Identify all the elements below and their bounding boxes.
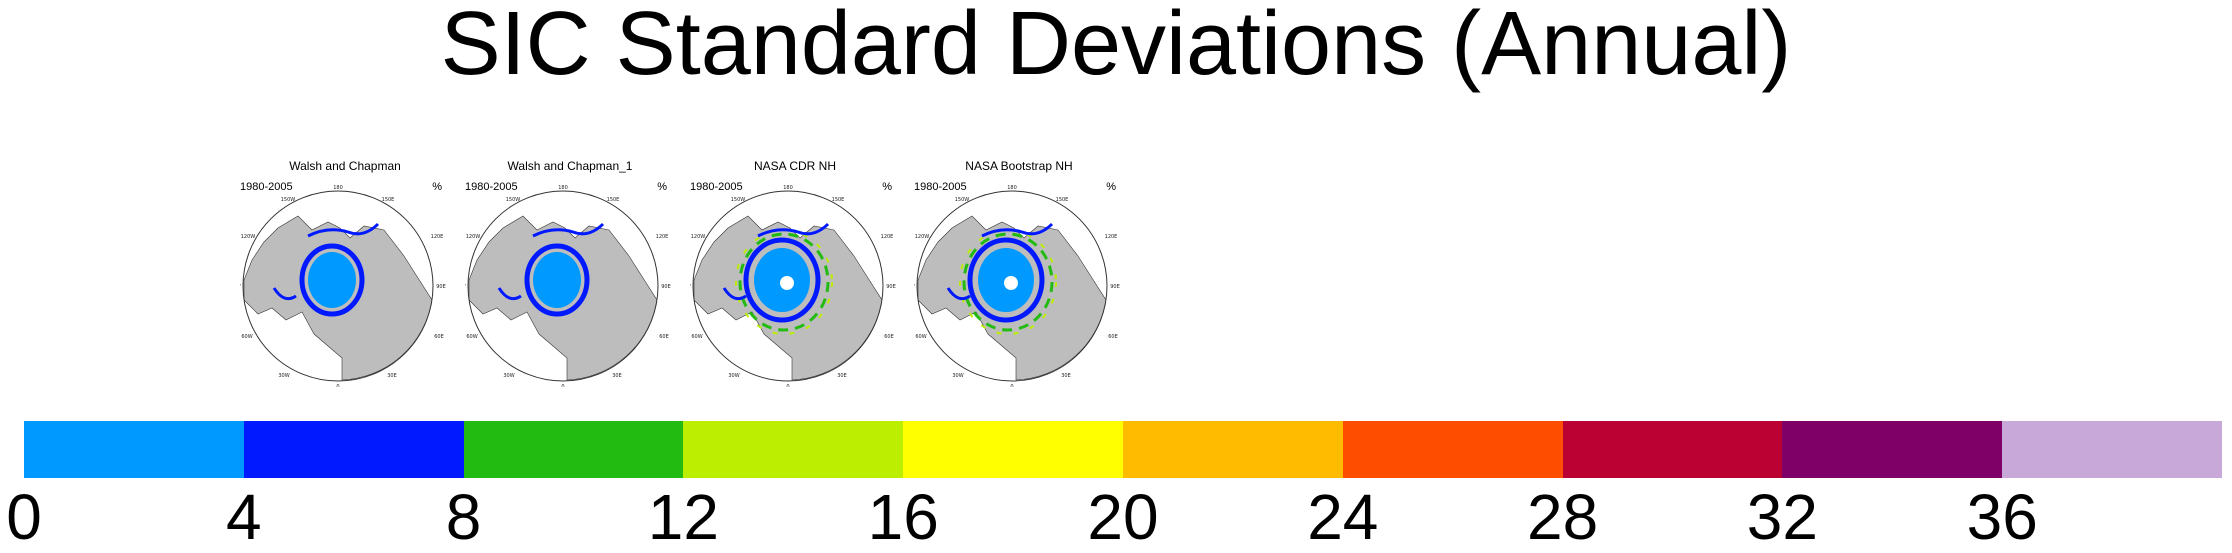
polar-map: 180 150W 150E 120W 120E 90W 90E 60W 60E 30W 30E 0 bbox=[914, 185, 1120, 387]
longitude-label: 0 bbox=[561, 384, 564, 387]
map-panel: NASA Bootstrap NH 1980-2005% 180 150W 150E 12… bbox=[914, 155, 1124, 387]
polar-map: 180 150W 150E 120W 120E 90W 90E 60W 60E 30W 30E 0 bbox=[465, 185, 671, 387]
colorbar-box bbox=[1123, 421, 1344, 478]
longitude-label: 120E bbox=[881, 234, 894, 240]
panel-title: NASA CDR NH bbox=[753, 159, 836, 173]
panel-units: % bbox=[657, 181, 667, 193]
colorbar-tick-label: 0 bbox=[6, 481, 42, 553]
colorbar-box bbox=[463, 421, 684, 478]
longitude-label: 120W bbox=[241, 234, 256, 240]
colorbar-tick-label: 12 bbox=[647, 481, 719, 553]
colorbar-tick-label: 36 bbox=[1966, 481, 2038, 553]
longitude-label: 60E bbox=[1108, 334, 1118, 340]
colorbar-tick-label: 4 bbox=[226, 481, 262, 553]
longitude-label: 30W bbox=[952, 373, 963, 379]
longitude-label: 180 bbox=[1007, 185, 1017, 191]
longitude-label: 60E bbox=[659, 334, 669, 340]
longitude-label: 90W bbox=[914, 284, 915, 290]
panel-period: 1980-2005 bbox=[240, 181, 293, 193]
colorbar-box bbox=[243, 421, 465, 478]
longitude-label: 150W bbox=[731, 197, 746, 203]
longitude-label: 180 bbox=[333, 185, 343, 191]
colorbar-tick-label: 32 bbox=[1746, 481, 1818, 553]
longitude-label: 120W bbox=[915, 234, 930, 240]
longitude-label: 30E bbox=[1061, 373, 1071, 379]
longitude-label: 90W bbox=[690, 284, 691, 290]
longitude-label: 150E bbox=[382, 197, 395, 203]
map-panel: Walsh and Chapman_1 1980-2005% 180 150W 150E… bbox=[465, 155, 675, 387]
panel-period: 1980-2005 bbox=[914, 181, 967, 193]
colorbar-tick-label: 20 bbox=[1087, 481, 1159, 553]
panel-title: Walsh and Chapman bbox=[289, 159, 401, 173]
longitude-label: 90W bbox=[240, 284, 241, 290]
map-panel: NASA CDR NH 1980-2005% 180 150W 150E 120W 120E… bbox=[690, 155, 900, 387]
panel-units: % bbox=[882, 181, 892, 193]
longitude-label: 60W bbox=[466, 334, 477, 340]
longitude-label: 120E bbox=[1105, 234, 1118, 240]
sic-field bbox=[722, 222, 833, 335]
longitude-label: 30W bbox=[503, 373, 514, 379]
colorbar-tick-labels: 0 4 8 12 16 20 24 28 32 36 bbox=[0, 482, 2232, 552]
longitude-label: 60E bbox=[434, 334, 444, 340]
panel-units: % bbox=[1106, 181, 1116, 193]
longitude-label: 150W bbox=[955, 197, 970, 203]
map-panel: Walsh and Chapman 1980-2005% 180 150W 150E 12… bbox=[240, 155, 450, 387]
longitude-label: 150W bbox=[281, 197, 296, 203]
colorbar bbox=[24, 421, 2223, 478]
longitude-label: 30E bbox=[612, 373, 622, 379]
longitude-label: 90E bbox=[436, 284, 446, 290]
colorbar-box bbox=[24, 421, 245, 478]
colorbar-box bbox=[683, 421, 904, 478]
colorbar-box bbox=[903, 421, 1124, 478]
polar-map: 180 150W 150E 120W 120E 90W 90E 60W 60E 30W 30E 0 bbox=[240, 185, 446, 387]
longitude-label: 90E bbox=[661, 284, 671, 290]
colorbar-tick-label: 24 bbox=[1307, 481, 1379, 553]
sic-field bbox=[272, 222, 380, 317]
longitude-label: 0 bbox=[786, 384, 789, 387]
longitude-label: 60W bbox=[241, 334, 252, 340]
panel-units: % bbox=[432, 181, 442, 193]
longitude-label: 120E bbox=[431, 234, 444, 240]
panel-period: 1980-2005 bbox=[465, 181, 518, 193]
polar-map: 180 150W 150E 120W 120E 90W 90E 60W 60E 30W 30E 0 bbox=[690, 185, 896, 387]
longitude-label: 30W bbox=[728, 373, 739, 379]
longitude-label: 120W bbox=[691, 234, 706, 240]
longitude-label: 30E bbox=[387, 373, 397, 379]
longitude-label: 180 bbox=[558, 185, 568, 191]
sic-field bbox=[497, 222, 605, 317]
longitude-label: 0 bbox=[1010, 384, 1013, 387]
longitude-label: 90E bbox=[886, 284, 896, 290]
longitude-label: 90W bbox=[465, 284, 466, 290]
longitude-label: 120E bbox=[656, 234, 669, 240]
colorbar-box bbox=[1562, 421, 1783, 478]
longitude-label: 120W bbox=[466, 234, 481, 240]
colorbar-tick-label: 8 bbox=[445, 481, 482, 553]
panel-period: 1980-2005 bbox=[690, 181, 743, 193]
longitude-label: 150E bbox=[1056, 197, 1069, 203]
longitude-label: 60W bbox=[915, 334, 926, 340]
colorbar-tick-label: 28 bbox=[1527, 481, 1599, 553]
colorbar-box bbox=[1342, 421, 1564, 478]
longitude-label: 0 bbox=[336, 384, 339, 387]
longitude-label: 60E bbox=[884, 334, 894, 340]
longitude-label: 60W bbox=[691, 334, 702, 340]
longitude-label: 30E bbox=[837, 373, 847, 379]
sic-field bbox=[946, 222, 1057, 335]
colorbar-box bbox=[1782, 421, 2003, 478]
longitude-label: 30W bbox=[278, 373, 289, 379]
longitude-label: 150E bbox=[832, 197, 845, 203]
panel-title: Walsh and Chapman_1 bbox=[507, 159, 633, 173]
longitude-label: 150E bbox=[607, 197, 620, 203]
main-title: SIC Standard Deviations (Annual) bbox=[440, 0, 1792, 94]
colorbar-tick-label: 16 bbox=[867, 481, 939, 553]
longitude-label: 180 bbox=[783, 185, 793, 191]
longitude-label: 150W bbox=[506, 197, 521, 203]
longitude-label: 90E bbox=[1110, 284, 1120, 290]
colorbar-box bbox=[2002, 421, 2223, 478]
panel-title: NASA Bootstrap NH bbox=[965, 159, 1073, 173]
